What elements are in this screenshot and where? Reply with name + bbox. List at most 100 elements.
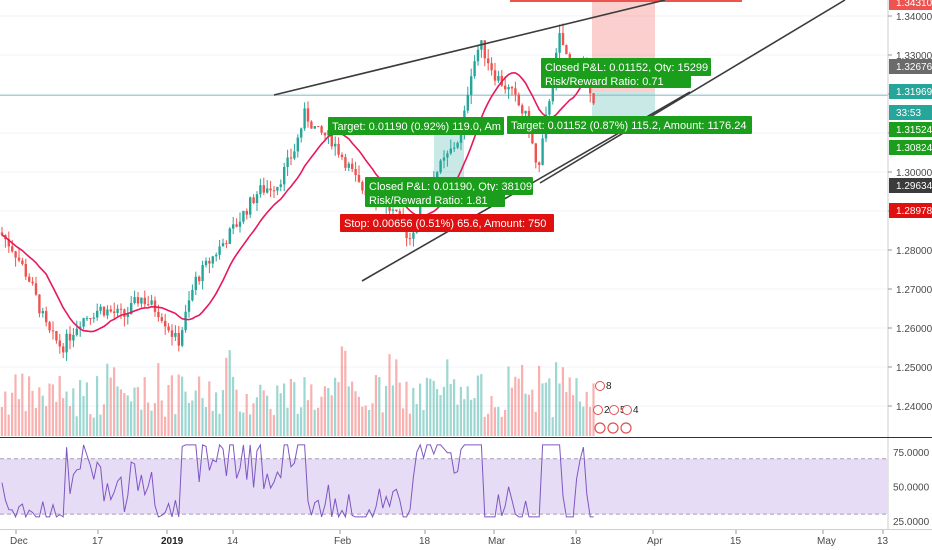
volume-bar — [565, 392, 568, 436]
price-tag-box — [889, 203, 932, 218]
volume-bar — [296, 413, 299, 436]
candle-body — [347, 163, 350, 168]
candle-body — [436, 172, 439, 181]
volume-bar — [354, 391, 357, 436]
candle-body — [524, 110, 527, 114]
time-tick-label: Mar — [488, 536, 506, 547]
event-marker-icon — [593, 405, 603, 415]
volume-bar — [456, 404, 459, 436]
volume-bar — [21, 373, 24, 436]
volume-bar — [572, 395, 575, 436]
volume-bar — [41, 395, 44, 436]
candle-body — [160, 317, 163, 321]
candle-body — [289, 157, 293, 159]
volume-bar — [14, 374, 17, 436]
candle-body — [28, 276, 31, 282]
volume-bar — [11, 392, 14, 436]
volume-bar — [422, 409, 425, 436]
volume-bar — [531, 389, 534, 436]
candle-body — [490, 63, 493, 71]
candle-body — [293, 151, 296, 159]
upper-trendline[interactable] — [273, 0, 666, 96]
candle-body — [164, 320, 167, 327]
candle-body — [221, 243, 225, 247]
time-tick-label: Feb — [334, 536, 352, 547]
outer-trendline[interactable] — [539, 0, 846, 184]
volume-bar — [470, 399, 473, 436]
time-tick-label: 2019 — [161, 536, 184, 547]
candle-body — [354, 169, 357, 176]
volume-bar — [320, 396, 323, 436]
annotation-text: Target: 0.01152 (0.87%) 115.2, Amount: 1… — [511, 120, 746, 132]
volume-bar — [255, 397, 258, 436]
volume-bar — [170, 375, 173, 436]
candle-body — [487, 58, 490, 64]
volume-bar — [276, 385, 279, 436]
volume-bar — [65, 391, 68, 436]
volume-bar — [198, 376, 201, 436]
candle-body — [459, 131, 463, 143]
volume-bar — [544, 382, 547, 436]
volume-bar — [344, 350, 347, 436]
volume-bar — [130, 401, 133, 436]
candle-body — [51, 330, 55, 332]
candle-body — [565, 45, 568, 55]
volume-bar — [582, 406, 585, 436]
volume-bar — [432, 380, 435, 436]
volume-bar — [327, 388, 330, 436]
volume-bar — [504, 410, 507, 436]
volume-bar — [425, 377, 428, 436]
volume-bar — [228, 350, 231, 436]
candle-body — [497, 75, 500, 81]
volume-bar — [419, 383, 422, 436]
candle-body — [45, 311, 48, 323]
volume-bar — [303, 377, 306, 436]
volume-bar — [143, 377, 146, 436]
annotation-text: Stop: 0.00656 (0.51%) 65.6, Amount: 750 — [344, 218, 546, 230]
volume-bar — [415, 404, 418, 436]
volume-bar — [147, 402, 150, 436]
candle-body — [157, 311, 160, 318]
candle-body — [62, 346, 65, 353]
volume-bar — [72, 388, 75, 436]
volume-bar — [140, 409, 143, 436]
candle-body — [218, 246, 221, 255]
candle-body — [41, 311, 44, 314]
candle-body — [11, 246, 14, 252]
volume-bar — [28, 376, 31, 436]
volume-bar — [323, 386, 326, 436]
volume-bar — [306, 400, 309, 436]
event-marker-icon — [594, 422, 606, 434]
event-marker-icon — [622, 405, 632, 415]
time-tick-label: Dec — [10, 536, 28, 547]
volume-bar — [391, 385, 394, 436]
candle-body — [109, 309, 112, 312]
volume-bar — [388, 354, 391, 436]
candle-body — [266, 188, 269, 193]
volume-bar — [497, 406, 500, 436]
candle-body — [507, 87, 510, 90]
time-tick-label: 14 — [227, 536, 239, 547]
price-tags: 1.34310 1.32676 1.31969 33:53 1.31524 1.30824… — [889, 0, 932, 218]
annotation-box — [328, 117, 504, 135]
candle-body — [317, 126, 320, 128]
annotation-box — [541, 72, 691, 88]
volume-bar — [68, 406, 71, 436]
volume-bar — [487, 413, 490, 436]
candle-body — [313, 126, 316, 129]
volume-bar — [150, 410, 153, 436]
candle-body — [483, 40, 486, 59]
volume-bar — [266, 395, 269, 436]
rsi-line — [1, 443, 594, 519]
volume-bar — [371, 403, 374, 436]
volume-bar — [113, 367, 116, 436]
volume-bar — [242, 412, 245, 436]
price-tick-label: 1.30000 — [896, 168, 932, 179]
candle-body — [116, 308, 119, 313]
volume-bar — [177, 374, 180, 436]
event-markers[interactable]: 8254 — [593, 381, 640, 434]
candle-body — [592, 93, 595, 104]
price-tag-label: 33:53 — [896, 108, 921, 119]
volume-bar — [136, 387, 139, 436]
